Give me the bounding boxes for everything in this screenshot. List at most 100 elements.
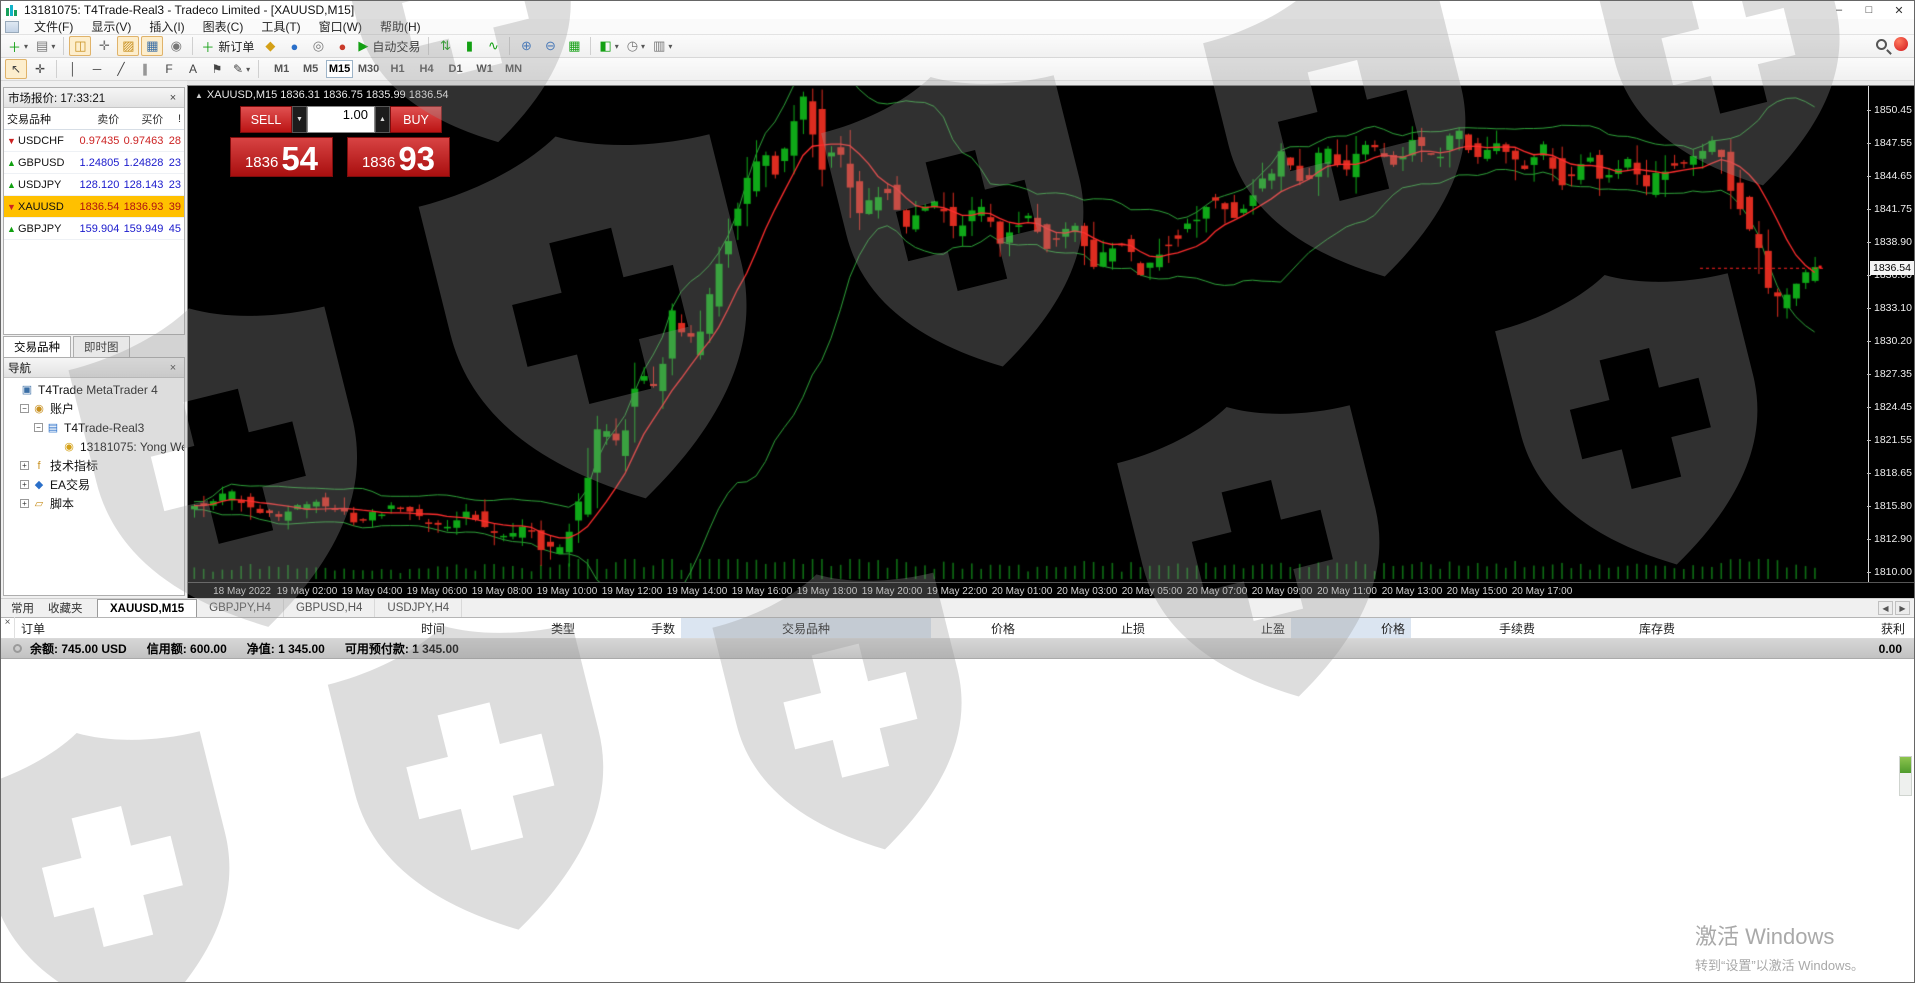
terminal-column-header[interactable]: 止盈 (1260, 621, 1285, 636)
terminal-close-icon[interactable]: × (1, 617, 15, 639)
menu-item[interactable]: 工具(T) (261, 20, 301, 34)
tree-item[interactable]: − ◉ 账户 (4, 399, 184, 418)
market-watch-row[interactable]: ▼ USDCHF 0.97435 0.97463 28 (4, 130, 184, 152)
terminal-column-header[interactable]: 价格 (990, 621, 1015, 636)
terminal-column-header[interactable]: 获利 (1880, 621, 1905, 636)
column-bid[interactable]: 卖价 (97, 113, 120, 126)
volume-increase-button[interactable]: ▲ (375, 106, 390, 133)
new-chart-button[interactable]: ＋ ▾ (5, 36, 31, 56)
terminal-column-header[interactable]: 订单 (21, 621, 46, 636)
line-chart-button[interactable]: ∿ (482, 36, 504, 56)
timeframe-button[interactable]: M1 (273, 63, 290, 75)
volume-decrease-button[interactable]: ▼ (292, 106, 307, 133)
search-icon[interactable] (1876, 38, 1887, 50)
menu-item[interactable]: 窗口(W) (318, 20, 362, 34)
terminal-column-header[interactable]: 手数 (650, 621, 675, 636)
chart-tab[interactable]: GBPJPY,H4 (197, 599, 284, 617)
horizontal-line-tool[interactable]: ─ (86, 59, 108, 79)
timeframe-button[interactable]: W1 (476, 63, 493, 75)
terminal-column-header[interactable]: 手续费 (1498, 621, 1535, 636)
periods-dropdown[interactable]: ◷ ▾ (624, 36, 648, 56)
market-watch-row[interactable]: ▲ USDJPY 128.120 128.143 23 (4, 174, 184, 196)
column-spread[interactable]: ! (177, 112, 182, 125)
navigator-close-icon[interactable]: × (169, 361, 177, 374)
metaeditor-button[interactable]: ◆ (259, 36, 281, 56)
tab-scroll-right-icon[interactable]: ▶ (1895, 601, 1910, 615)
menu-item[interactable]: 文件(F) (34, 20, 74, 34)
sell-button[interactable]: SELL (240, 106, 292, 133)
terminal-column-header[interactable]: 库存费 (1638, 621, 1675, 636)
column-ask[interactable]: 买价 (141, 113, 164, 126)
time-axis[interactable]: 18 May 2022 19 May 02:00 19 May 04:00 19 Ma… (188, 582, 1914, 599)
timeframe-button[interactable]: M30 (357, 63, 380, 75)
tree-expander-icon[interactable]: − (20, 404, 29, 413)
price-axis[interactable]: 1850.45 1847.55 1844.65 1841.75 1838.90 1836.… (1867, 86, 1914, 582)
chevron-down-icon[interactable]: ▾ (668, 41, 673, 51)
market-watch-row[interactable]: ▼ XAUUSD 1836.54 1836.93 39 (4, 196, 184, 218)
cursor-tool[interactable]: ↖ (5, 59, 27, 79)
tree-expander-icon[interactable]: + (20, 461, 29, 470)
menu-item[interactable]: 帮助(H) (379, 20, 421, 34)
menu-item[interactable]: 插入(I) (149, 20, 185, 34)
trendline-tool[interactable]: ╱ (110, 59, 132, 79)
crosshair-tool[interactable]: ✛ (29, 59, 51, 79)
signals-button[interactable]: ◎ (307, 36, 329, 56)
timeframe-button[interactable]: H1 (390, 63, 405, 75)
fibonacci-tool[interactable]: F (158, 59, 180, 79)
tree-item[interactable]: + ▱ 脚本 (4, 494, 184, 513)
help-icon[interactable] (1894, 37, 1908, 51)
tile-windows-button[interactable]: ▦ (563, 36, 585, 56)
close-button[interactable]: ✕ (1894, 4, 1904, 17)
market-watch-row[interactable]: ▲ GBPUSD 1.24805 1.24828 23 (4, 152, 184, 174)
terminal-column-header[interactable]: 止损 (1120, 621, 1145, 636)
market-watch-tab[interactable]: 交易品种 (3, 336, 71, 357)
data-window-toggle[interactable]: ✛ (93, 36, 115, 56)
auto-trading-button[interactable]: ▶ 自动交易 (355, 36, 423, 56)
chevron-down-icon[interactable]: ▾ (614, 41, 619, 51)
chevron-down-icon[interactable]: ▾ (24, 41, 29, 51)
arrows-tool[interactable]: ⚑ (206, 59, 228, 79)
buy-button[interactable]: BUY (390, 106, 442, 133)
market-button[interactable]: ● (331, 36, 353, 56)
shapes-dropdown[interactable]: ✎ ▾ (230, 59, 253, 79)
navigator-tab[interactable]: 收藏夹 (48, 603, 83, 615)
scrollbar-thumb[interactable] (1900, 757, 1911, 773)
scrollbar[interactable] (1899, 756, 1912, 796)
vertical-line-tool[interactable]: │ (62, 59, 84, 79)
minimize-button[interactable]: – (1835, 4, 1843, 16)
chart-tab[interactable]: USDJPY,H4 (375, 599, 463, 617)
buy-price-display[interactable]: 1836 93 (347, 137, 450, 177)
community-button[interactable]: ● (283, 36, 305, 56)
terminal-column-header[interactable]: 交易品种 (681, 618, 931, 638)
text-tool[interactable]: A (182, 59, 204, 79)
chevron-down-icon[interactable]: ▾ (641, 41, 646, 51)
timeframe-button[interactable]: MN (505, 63, 523, 75)
column-symbol[interactable]: 交易品种 (7, 113, 51, 126)
menu-item[interactable]: 显示(V) (91, 20, 132, 34)
terminal-column-header[interactable]: 时间 (420, 621, 445, 636)
timeframe-button[interactable]: D1 (448, 63, 463, 75)
zoom-out-button[interactable]: ⊖ (539, 36, 561, 56)
terminal-column-header[interactable]: 类型 (550, 621, 575, 636)
timeframe-button[interactable]: M5 (302, 63, 319, 75)
volume-input[interactable]: 1.00 (307, 106, 375, 133)
navigator-toggle[interactable]: ▨ (117, 36, 140, 56)
timeframe-button[interactable]: M15 (326, 60, 354, 78)
templates-dropdown[interactable]: ▥ ▾ (650, 36, 675, 56)
market-watch-tab[interactable]: 即时图 (73, 336, 130, 357)
sell-price-display[interactable]: 1836 54 (230, 137, 333, 177)
tree-expander-icon[interactable]: + (20, 480, 29, 489)
chevron-down-icon[interactable]: ▾ (246, 64, 251, 74)
tree-item[interactable]: ▣ T4Trade MetaTrader 4 (4, 380, 184, 399)
indicators-dropdown[interactable]: ◧ ▾ (596, 36, 621, 56)
maximize-button[interactable]: □ (1865, 4, 1873, 16)
tree-expander-icon[interactable]: + (20, 499, 29, 508)
timeframe-button[interactable]: H4 (419, 63, 434, 75)
market-watch-row[interactable]: ▲ GBPJPY 159.904 159.949 45 (4, 218, 184, 240)
navigator-tab[interactable]: 常用 (11, 603, 34, 615)
profiles-button[interactable]: ▤ ▾ (33, 36, 58, 56)
strategy-tester-button[interactable]: ◉ (165, 36, 187, 56)
menu-item[interactable]: 图表(C) (202, 20, 244, 34)
terminal-column-header[interactable]: 价格 (1291, 618, 1411, 638)
candlestick-chart-button[interactable]: ▮ (458, 36, 480, 56)
